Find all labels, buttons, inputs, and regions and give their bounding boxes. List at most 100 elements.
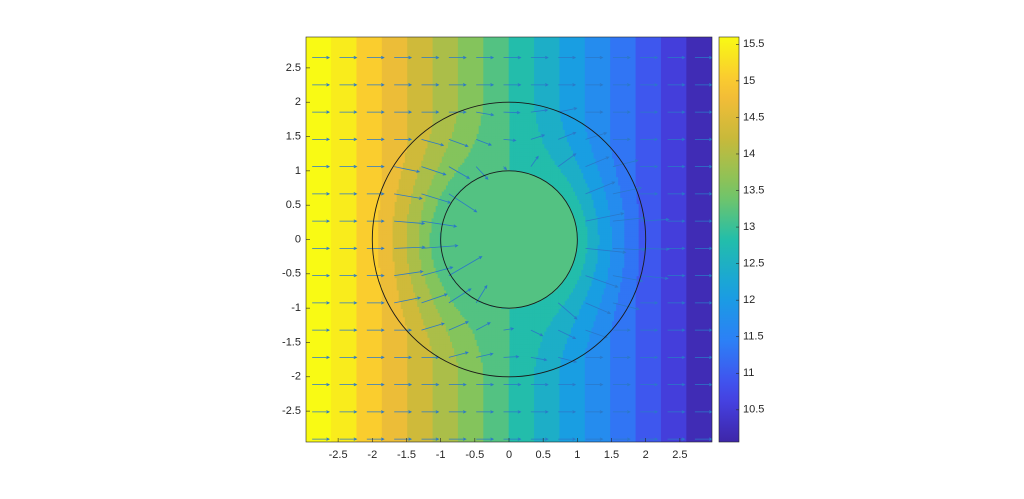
field-cell bbox=[433, 240, 437, 244]
field-cell bbox=[450, 316, 453, 320]
field-cell bbox=[454, 115, 457, 118]
field-cell bbox=[447, 312, 451, 316]
field-cell bbox=[447, 172, 451, 176]
field-cell bbox=[406, 316, 410, 320]
field-cell bbox=[472, 121, 476, 124]
field-cell bbox=[417, 339, 420, 342]
field-cell bbox=[435, 143, 439, 147]
field-cell bbox=[404, 273, 408, 277]
field-cell bbox=[478, 158, 482, 161]
field-cell bbox=[443, 347, 447, 351]
field-cell bbox=[427, 323, 430, 326]
field-cell bbox=[390, 203, 394, 207]
field-cell bbox=[429, 323, 432, 326]
field-cell bbox=[478, 162, 482, 165]
field-cell bbox=[484, 110, 488, 114]
field-cell bbox=[474, 310, 478, 314]
field-cell bbox=[427, 333, 430, 336]
field-cell bbox=[427, 131, 430, 134]
field-cell bbox=[415, 139, 418, 143]
field-cell bbox=[478, 304, 482, 307]
field-cell bbox=[480, 156, 484, 159]
field-cell bbox=[406, 248, 410, 252]
field-cell bbox=[435, 323, 439, 326]
field-cell bbox=[390, 261, 394, 264]
field-cell bbox=[480, 119, 484, 122]
field-cell bbox=[413, 240, 416, 244]
field-cell bbox=[476, 172, 480, 176]
field-cell bbox=[452, 279, 455, 283]
field-cell bbox=[429, 292, 432, 295]
contour-band bbox=[686, 37, 712, 442]
field-cell bbox=[441, 127, 445, 130]
field-cell bbox=[404, 318, 408, 322]
field-cell bbox=[400, 290, 404, 293]
field-cell bbox=[482, 129, 486, 132]
field-cell bbox=[445, 316, 449, 320]
field-cell bbox=[423, 211, 426, 215]
field-cell bbox=[435, 160, 439, 163]
field-cell bbox=[406, 304, 410, 307]
field-cell bbox=[388, 257, 391, 260]
field-cell bbox=[413, 292, 416, 295]
field-cell bbox=[437, 168, 441, 172]
field-cell bbox=[491, 360, 494, 363]
field-cell bbox=[435, 285, 439, 289]
field-cell bbox=[447, 358, 451, 361]
field-cell bbox=[454, 189, 457, 192]
field-cell bbox=[406, 174, 410, 178]
field-cell bbox=[491, 310, 494, 314]
field-cell bbox=[433, 224, 437, 227]
field-cell bbox=[433, 220, 437, 223]
field-cell bbox=[392, 166, 396, 169]
field-cell bbox=[484, 172, 488, 176]
field-cell bbox=[396, 255, 400, 258]
field-cell bbox=[462, 325, 465, 328]
field-cell bbox=[376, 230, 379, 233]
field-cell bbox=[378, 222, 381, 225]
field-cell bbox=[458, 364, 461, 367]
field-cell bbox=[419, 135, 422, 139]
field-cell bbox=[441, 197, 445, 200]
field-cell bbox=[439, 255, 443, 258]
field-cell bbox=[482, 366, 486, 369]
field-cell bbox=[468, 355, 471, 359]
field-cell bbox=[402, 185, 406, 188]
field-cell bbox=[476, 119, 480, 122]
field-cell bbox=[417, 292, 420, 295]
field-cell bbox=[441, 150, 445, 153]
field-cell bbox=[484, 347, 488, 351]
field-cell bbox=[402, 242, 406, 246]
field-cell bbox=[456, 304, 459, 307]
field-cell bbox=[486, 329, 490, 332]
field-cell bbox=[427, 205, 430, 209]
field-cell bbox=[427, 170, 430, 174]
field-cell bbox=[400, 178, 404, 182]
field-cell bbox=[413, 325, 416, 328]
field-cell bbox=[488, 133, 492, 137]
field-cell bbox=[470, 148, 473, 151]
field-cell bbox=[404, 259, 408, 262]
field-cell bbox=[480, 164, 484, 167]
field-cell bbox=[443, 133, 447, 137]
field-cell bbox=[411, 279, 414, 283]
field-cell bbox=[380, 232, 383, 235]
field-cell bbox=[388, 292, 391, 295]
field-cell bbox=[406, 275, 410, 279]
field-cell bbox=[462, 185, 465, 188]
field-cell bbox=[425, 205, 428, 209]
field-cell bbox=[443, 174, 447, 178]
field-cell bbox=[470, 160, 473, 163]
field-cell bbox=[450, 320, 453, 324]
field-cell bbox=[431, 279, 435, 283]
field-cell bbox=[402, 261, 406, 264]
field-cell bbox=[439, 316, 443, 320]
field-cell bbox=[437, 271, 441, 275]
field-cell bbox=[413, 209, 416, 213]
field-cell bbox=[390, 218, 394, 221]
field-cell bbox=[394, 259, 398, 262]
field-cell bbox=[464, 129, 467, 132]
field-cell bbox=[404, 174, 408, 178]
field-cell bbox=[417, 279, 420, 283]
field-cell bbox=[493, 362, 496, 365]
